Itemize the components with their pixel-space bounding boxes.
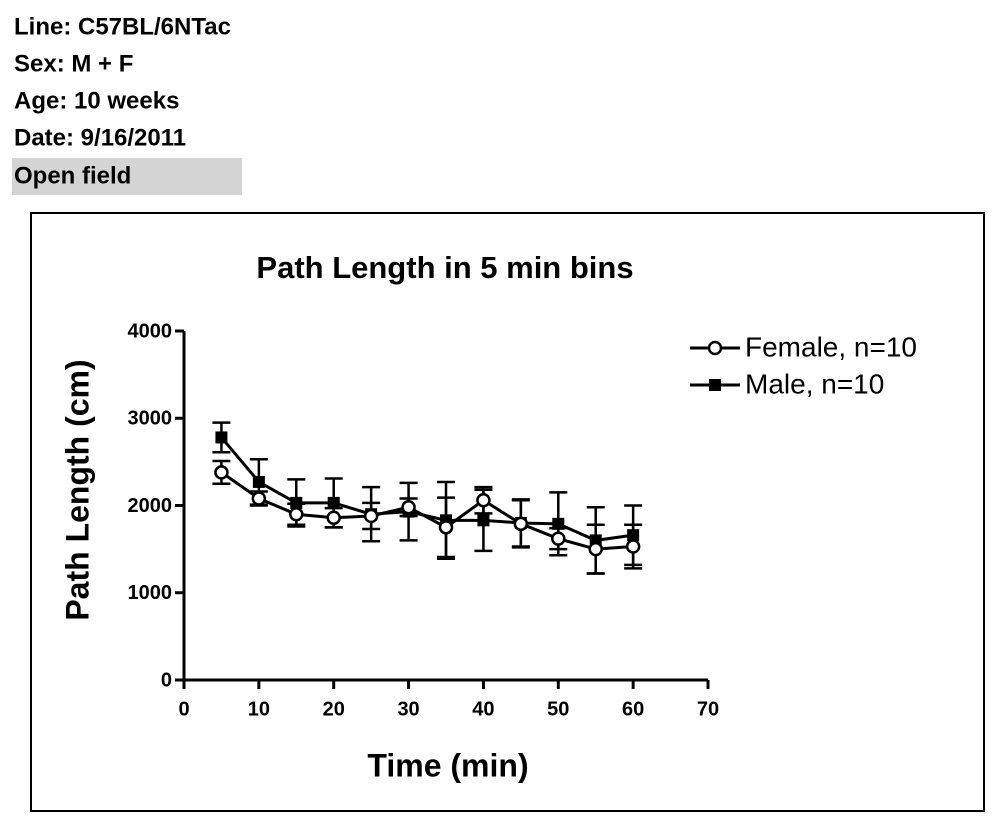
data-point bbox=[588, 541, 603, 557]
legend-label: Male, n=10 bbox=[745, 368, 884, 399]
x-axis-label: Time (min) bbox=[367, 747, 528, 783]
data-point bbox=[627, 529, 640, 542]
data-point bbox=[327, 496, 340, 509]
data-point bbox=[552, 517, 565, 530]
y-tick-label: 1000 bbox=[128, 582, 173, 604]
header-line: Sex: M + F bbox=[14, 50, 133, 77]
legend-marker bbox=[707, 340, 723, 356]
header-line: Open field bbox=[14, 162, 131, 189]
data-point bbox=[513, 516, 529, 532]
x-tick-label: 70 bbox=[697, 698, 719, 720]
y-axis-label: Path Length (cm) bbox=[59, 359, 95, 620]
x-tick-label: 40 bbox=[472, 698, 494, 720]
data-point bbox=[401, 499, 416, 515]
data-point bbox=[215, 431, 228, 444]
legend-marker bbox=[709, 379, 721, 391]
data-point bbox=[625, 539, 641, 554]
legend-label: Female, n=10 bbox=[745, 331, 917, 362]
header-line: Date: 9/16/2011 bbox=[14, 124, 186, 151]
series-line bbox=[220, 471, 634, 551]
data-point bbox=[251, 491, 267, 506]
y-tick-label: 4000 bbox=[128, 320, 173, 342]
data-point bbox=[214, 465, 229, 480]
data-point bbox=[551, 531, 566, 546]
x-tick-label: 30 bbox=[397, 698, 419, 720]
data-point bbox=[290, 496, 303, 509]
header-line: Line: C57BL/6NTac bbox=[14, 13, 231, 40]
data-point bbox=[477, 514, 490, 527]
data-point bbox=[252, 475, 265, 488]
x-tick-label: 60 bbox=[622, 698, 644, 720]
x-tick-label: 20 bbox=[323, 698, 345, 720]
data-point bbox=[363, 508, 379, 524]
data-point bbox=[289, 506, 304, 522]
highlight-box bbox=[12, 158, 242, 195]
x-tick-label: 50 bbox=[547, 698, 569, 720]
y-tick-label: 3000 bbox=[128, 408, 173, 430]
x-tick-label: 0 bbox=[178, 698, 189, 720]
data-point bbox=[438, 520, 454, 535]
x-tick-label: 10 bbox=[248, 698, 270, 720]
y-tick-label: 0 bbox=[161, 669, 172, 691]
data-point bbox=[326, 510, 341, 525]
data-point bbox=[476, 493, 491, 508]
series-line bbox=[220, 436, 634, 542]
chart-frame bbox=[30, 212, 985, 812]
chart-title: Path Length in 5 min bins bbox=[256, 250, 633, 285]
y-tick-label: 2000 bbox=[128, 495, 173, 517]
header-line: Age: 10 weeks bbox=[14, 87, 179, 114]
